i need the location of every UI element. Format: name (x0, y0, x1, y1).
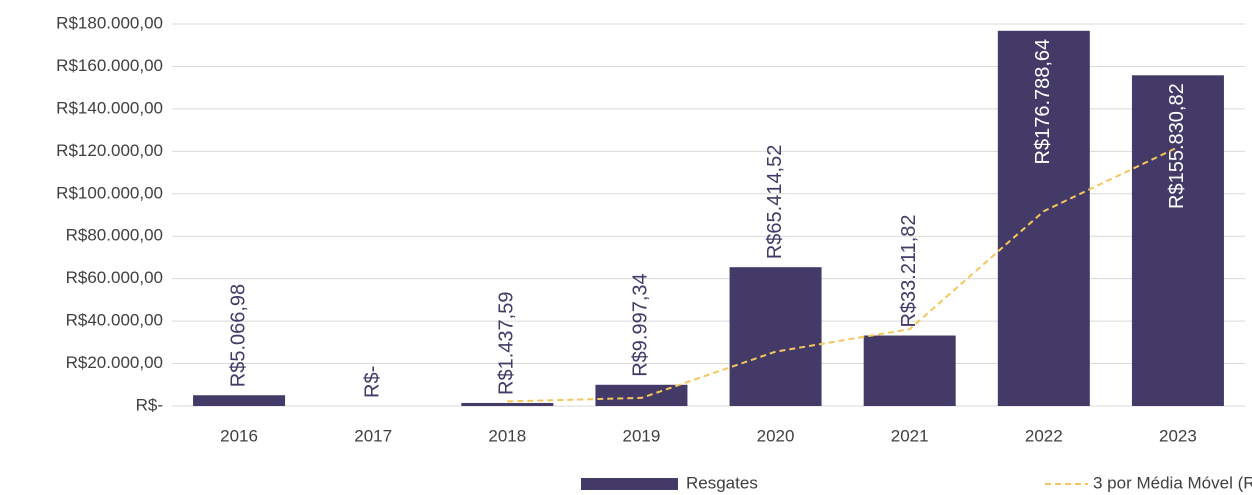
y-tick-label: R$80.000,00 (66, 226, 163, 245)
x-tick-label: 2023 (1159, 426, 1197, 445)
legend-label: 3 por Média Móvel (Resgates) (1093, 473, 1252, 492)
data-label: R$5.066,98 (227, 284, 249, 387)
x-tick-label: 2017 (354, 426, 392, 445)
bar (729, 267, 822, 406)
y-tick-label: R$160.000,00 (56, 56, 163, 75)
y-tick-label: R$40.000,00 (66, 311, 163, 330)
y-tick-label: R$20.000,00 (66, 353, 163, 372)
data-label: R$33.211,82 (898, 214, 920, 327)
data-label: R$- (361, 366, 383, 398)
data-label: R$65.414,52 (764, 145, 786, 260)
bar (1131, 75, 1224, 407)
bar (193, 395, 286, 406)
x-tick-label: 2016 (220, 426, 258, 445)
bar (997, 30, 1090, 407)
x-tick-label: 2021 (891, 426, 929, 445)
legend-label: Resgates (686, 473, 758, 492)
moving-average-line (507, 146, 1179, 403)
y-tick-label: R$180.000,00 (56, 13, 163, 32)
y-tick-label: R$140.000,00 (56, 98, 163, 117)
y-tick-label: R$60.000,00 (66, 268, 163, 287)
data-label: R$1.437,59 (496, 292, 518, 395)
bar (863, 335, 956, 406)
x-tick-label: 2019 (623, 426, 661, 445)
y-tick-label: R$100.000,00 (56, 183, 163, 202)
x-tick-label: 2020 (757, 426, 795, 445)
data-label: R$9.997,34 (630, 273, 652, 376)
bar (595, 384, 688, 406)
legend-swatch (581, 478, 678, 490)
bar (461, 402, 554, 406)
y-tick-label: R$120.000,00 (56, 141, 163, 160)
data-label: R$176.788,64 (1032, 39, 1054, 165)
y-tick-label: R$- (136, 395, 163, 414)
x-tick-label: 2018 (488, 426, 526, 445)
data-label: R$155.830,82 (1166, 83, 1188, 209)
x-tick-label: 2022 (1025, 426, 1063, 445)
